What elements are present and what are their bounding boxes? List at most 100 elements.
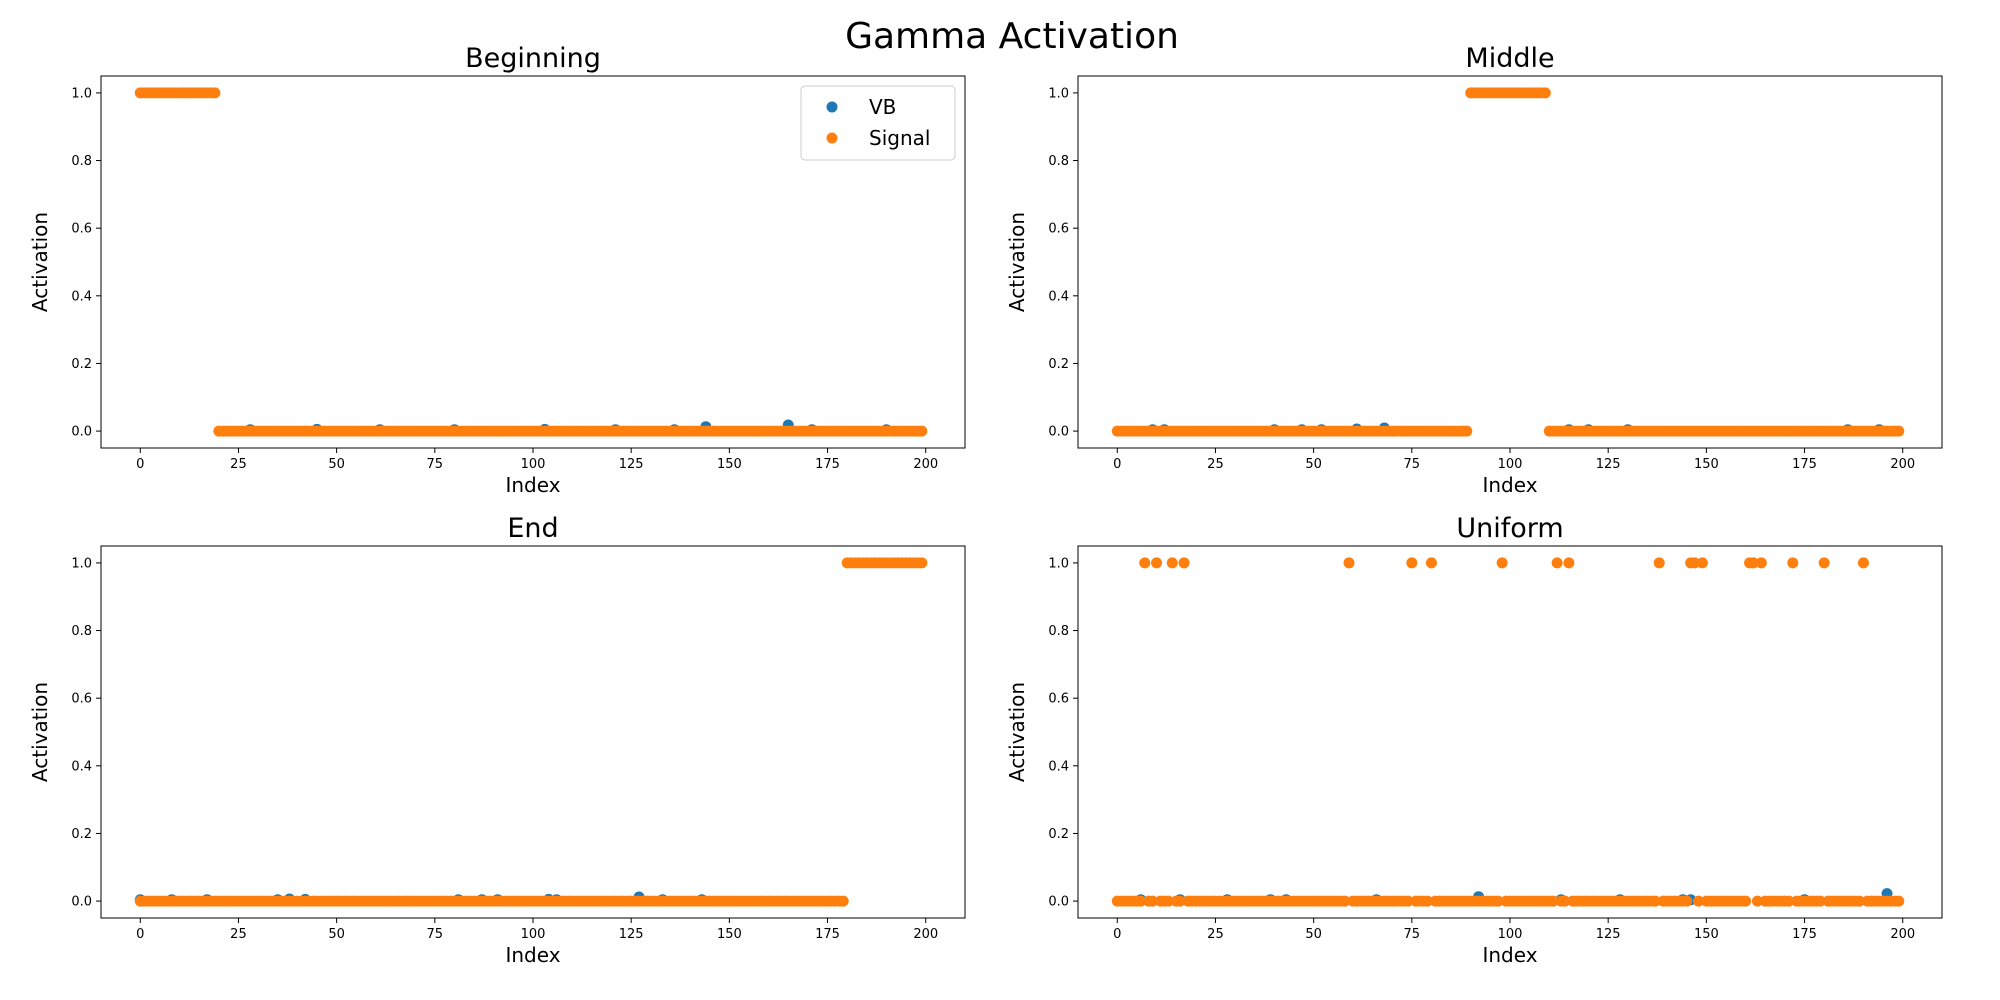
x-tick-label: 25 [230, 457, 247, 472]
x-tick-label: 0 [136, 457, 144, 472]
x-tick-label: 25 [1207, 457, 1224, 472]
y-tick-label: 0.4 [71, 759, 92, 774]
y-tick-label: 0.2 [71, 827, 92, 842]
x-tick-label: 150 [717, 927, 742, 942]
chart-panel-2: End 0 25 50 75 100 125 150 175 200 0.0 0.2 0.4 0.6 0.8… [28, 513, 966, 967]
x-tick-label: 200 [1890, 457, 1915, 472]
data-point-signal [1343, 557, 1355, 569]
x-axis-label: Index [1482, 473, 1537, 497]
x-tick-label: 50 [1305, 457, 1322, 472]
x-tick-label: 175 [1792, 927, 1817, 942]
y-tick-label: 0.0 [71, 425, 92, 440]
data-point-signal [1814, 895, 1826, 907]
x-tick-label: 100 [1498, 927, 1523, 942]
x-tick-label: 75 [1404, 457, 1421, 472]
data-point-signal [1653, 557, 1665, 569]
data-point-signal [1755, 557, 1767, 569]
y-tick-label: 0.6 [71, 222, 92, 237]
data-point-signal [1402, 895, 1414, 907]
data-point-signal [1740, 895, 1752, 907]
y-tick-label: 0.6 [1048, 692, 1069, 707]
x-axis-label: Index [1482, 943, 1537, 967]
subplot-grid: Beginning 0 25 50 75 100 125 150 175 200 0.0 0.2 0.4… [28, 43, 1943, 967]
x-tick-label: 100 [521, 927, 546, 942]
data-point-signal [1151, 557, 1163, 569]
legend-marker-vb [826, 101, 838, 113]
data-point-signal [1339, 895, 1351, 907]
data-point-signal [1178, 557, 1190, 569]
axes-frame [1077, 75, 1943, 449]
x-tick-label: 25 [230, 927, 247, 942]
data-point-signal [1893, 425, 1905, 437]
panel-title: Middle [1465, 43, 1554, 74]
x-tick-label: 75 [427, 457, 444, 472]
legend-label-vb: VB [869, 95, 896, 119]
x-tick-label: 175 [815, 927, 840, 942]
y-tick-label: 0.4 [1048, 759, 1069, 774]
data-point-signal [1747, 557, 1759, 569]
legend: VB Signal [800, 85, 956, 161]
y-tick-label: 0.2 [71, 357, 92, 372]
data-point-signal [1425, 557, 1437, 569]
panel-title: End [507, 513, 558, 544]
data-point-signal [1547, 895, 1559, 907]
x-tick-label: 150 [1694, 457, 1719, 472]
data-point-signal [1818, 557, 1830, 569]
data-point-signal [1681, 895, 1693, 907]
x-tick-label: 50 [328, 927, 345, 942]
panel-title: Beginning [465, 43, 601, 74]
y-tick-label: 0.4 [1048, 289, 1069, 304]
data-point-signal [1787, 557, 1799, 569]
x-tick-label: 100 [1498, 457, 1523, 472]
x-tick-label: 0 [1113, 457, 1121, 472]
y-axis-label: Activation [28, 682, 52, 782]
data-point-signal [1854, 895, 1866, 907]
x-tick-label: 125 [619, 927, 644, 942]
x-tick-label: 125 [1596, 927, 1621, 942]
x-tick-label: 75 [1404, 927, 1421, 942]
data-point-signal [837, 895, 849, 907]
series-signal [134, 557, 928, 907]
y-tick-label: 1.0 [71, 86, 92, 101]
data-point-signal [1492, 895, 1504, 907]
y-axis-label: Activation [28, 212, 52, 312]
x-tick-label: 150 [717, 457, 742, 472]
y-tick-label: 0.0 [1048, 425, 1069, 440]
y-tick-label: 0.8 [1048, 154, 1069, 169]
x-tick-label: 175 [815, 457, 840, 472]
data-point-signal [916, 557, 928, 569]
data-point-signal [1147, 895, 1159, 907]
x-tick-label: 150 [1694, 927, 1719, 942]
x-axis-label: Index [505, 473, 560, 497]
data-point-signal [1693, 895, 1705, 907]
data-point-signal [1696, 557, 1708, 569]
y-tick-label: 0.8 [71, 154, 92, 169]
y-tick-label: 0.0 [71, 895, 92, 910]
y-tick-label: 0.4 [71, 289, 92, 304]
y-tick-label: 0.2 [1048, 827, 1069, 842]
data-point-signal [1783, 895, 1795, 907]
chart-panel-1: Middle 0 25 50 75 100 125 150 175 200 0.0 0.2 0.4 0.6… [1005, 43, 1943, 497]
y-tick-label: 1.0 [1048, 86, 1069, 101]
x-tick-label: 0 [1113, 927, 1121, 942]
x-tick-label: 0 [136, 927, 144, 942]
x-tick-label: 200 [913, 457, 938, 472]
data-point-signal [916, 425, 928, 437]
legend-marker-signal [826, 132, 838, 144]
data-point-signal [1406, 557, 1418, 569]
data-point-signal [1422, 895, 1434, 907]
y-tick-label: 1.0 [1048, 556, 1069, 571]
x-tick-label: 100 [521, 457, 546, 472]
x-tick-label: 200 [913, 927, 938, 942]
y-tick-label: 0.6 [1048, 222, 1069, 237]
data-point-signal [1174, 895, 1186, 907]
axes-frame [1077, 545, 1943, 919]
y-tick-label: 0.8 [1048, 624, 1069, 639]
data-point-signal [1162, 895, 1174, 907]
y-tick-label: 0.2 [1048, 357, 1069, 372]
legend-box [800, 85, 956, 161]
y-tick-label: 0.8 [71, 624, 92, 639]
x-tick-label: 175 [1792, 457, 1817, 472]
x-tick-label: 50 [1305, 927, 1322, 942]
x-tick-label: 125 [619, 457, 644, 472]
